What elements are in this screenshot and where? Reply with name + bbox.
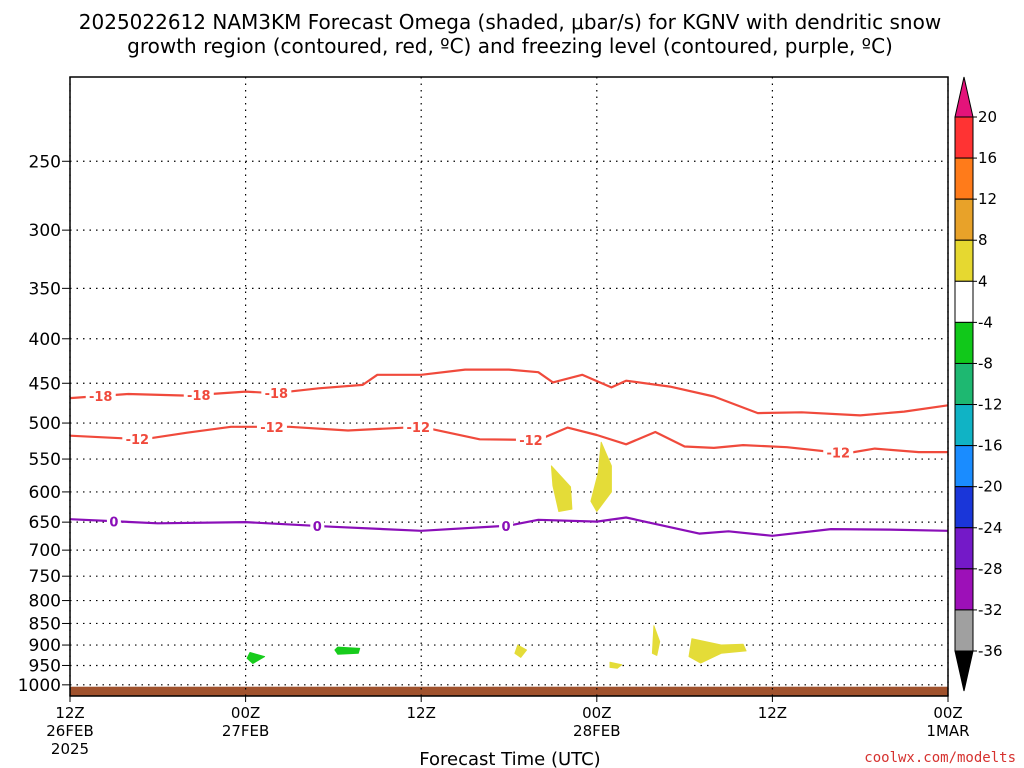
colorbar-tick-label: 12 bbox=[978, 190, 997, 208]
colorbar-tick-label: -24 bbox=[978, 519, 1003, 537]
contour-label: -12 bbox=[407, 421, 431, 436]
omega-shaded-region bbox=[651, 625, 661, 656]
omega-shaded-region bbox=[550, 465, 573, 512]
chart-title-line2: growth region (contoured, red, ºC) and f… bbox=[127, 34, 893, 58]
chart-title-line1: 2025022612 NAM3KM Forecast Omega (shaded… bbox=[79, 10, 941, 34]
colorbar-segment bbox=[954, 280, 974, 323]
y-tick-label: 250 bbox=[29, 152, 61, 172]
contour-label: 0 bbox=[109, 515, 118, 530]
omega-shaded-region bbox=[688, 638, 747, 664]
omega-shaded-region bbox=[609, 661, 623, 669]
contour-label: 0 bbox=[502, 520, 511, 535]
contour-label: -18 bbox=[187, 389, 211, 404]
colorbar-tick-label: -20 bbox=[978, 478, 1003, 496]
colorbar-tick-label: -16 bbox=[978, 437, 1003, 455]
contour-label: -18 bbox=[89, 390, 113, 405]
y-tick-label: 400 bbox=[29, 330, 61, 350]
y-tick-label: 500 bbox=[29, 414, 61, 434]
x-tick-label: 26FEB bbox=[46, 722, 93, 740]
colorbar-segment bbox=[954, 321, 974, 364]
x-axis-title: Forecast Time (UTC) bbox=[419, 749, 600, 768]
contour-label-bg bbox=[515, 431, 546, 448]
contour-label: -12 bbox=[519, 434, 543, 449]
colorbar-tick-label: -4 bbox=[978, 313, 993, 331]
contour-label-bg bbox=[499, 517, 514, 534]
colorbar-tick-label: -36 bbox=[978, 642, 1003, 660]
y-tick-label: 950 bbox=[29, 656, 61, 676]
colorbar-tick-label: -32 bbox=[978, 601, 1003, 619]
colorbar-segment bbox=[954, 404, 974, 447]
x-tick-label: 1MAR bbox=[926, 722, 969, 740]
colorbar-top-triangle bbox=[954, 76, 974, 118]
colorbar-segment bbox=[954, 445, 974, 488]
omega-shaded-region bbox=[246, 652, 266, 664]
y-tick-label: 650 bbox=[29, 513, 61, 533]
contour-label-bg bbox=[85, 387, 116, 404]
colorbar-segment bbox=[954, 362, 974, 406]
contour-label-bg bbox=[106, 513, 121, 530]
contour-label-bg bbox=[310, 517, 325, 534]
colorbar: 20 16 12 8 4 -4 -8 -12 -16 -20 -24 -28 -32 -36 bbox=[954, 76, 1003, 692]
colorbar-segment bbox=[954, 609, 974, 652]
x-tick-label: 00Z bbox=[582, 704, 611, 722]
y-tick-label: 1000 bbox=[18, 676, 61, 696]
y-tick-label: 550 bbox=[29, 450, 61, 470]
freezing-level-contour bbox=[69, 516, 949, 537]
contour-label-bg bbox=[261, 385, 292, 402]
colorbar-tick-label: -28 bbox=[978, 560, 1003, 578]
contour-label-bg bbox=[183, 386, 214, 403]
plot-frame bbox=[69, 76, 949, 697]
colorbar-segment bbox=[954, 157, 974, 200]
contour-label-bg bbox=[823, 444, 854, 461]
contour-label: -18 bbox=[265, 387, 289, 402]
x-tick-label: 28FEB bbox=[573, 722, 620, 740]
x-tick-label: 12Z bbox=[758, 704, 787, 722]
contour-label: -12 bbox=[827, 447, 851, 462]
y-tick-label: 850 bbox=[29, 614, 61, 634]
colorbar-tick-label: 8 bbox=[978, 231, 988, 249]
y-tick-label: 700 bbox=[29, 541, 61, 561]
colorbar-tick-label: 20 bbox=[978, 108, 997, 126]
x-tick-label: 00Z bbox=[933, 704, 962, 722]
x-tick-label: 12Z bbox=[55, 704, 84, 722]
contour-label-bg bbox=[122, 431, 153, 448]
y-tick-label: 900 bbox=[29, 636, 61, 656]
x-tick-label: 27FEB bbox=[222, 722, 269, 740]
contour-label: -12 bbox=[260, 421, 284, 436]
ground-surface bbox=[70, 686, 948, 696]
colorbar-bottom-triangle bbox=[954, 650, 974, 692]
y-tick-label: 750 bbox=[29, 567, 61, 587]
colorbar-tick-label: 16 bbox=[978, 149, 997, 167]
colorbar-segment bbox=[954, 198, 974, 241]
x-tick-label: 00Z bbox=[231, 704, 260, 722]
colorbar-tick-label: -12 bbox=[978, 396, 1003, 414]
y-tick-label: 600 bbox=[29, 483, 61, 503]
omega-shaded-region bbox=[334, 646, 361, 655]
colorbar-tick-label: 4 bbox=[978, 272, 988, 290]
colorbar-segment bbox=[954, 568, 974, 611]
dendritic-growth-contour bbox=[69, 425, 948, 455]
colorbar-tick-label: -8 bbox=[978, 354, 993, 372]
contour-label: -12 bbox=[126, 433, 150, 448]
colorbar-segment bbox=[954, 527, 974, 570]
colorbar-segment bbox=[954, 239, 974, 282]
omega-shaded-region bbox=[514, 644, 528, 658]
contour-label-bg bbox=[256, 418, 287, 435]
omega-shaded-region bbox=[590, 441, 612, 512]
x-tick-label: 12Z bbox=[407, 704, 436, 722]
y-tick-label: 800 bbox=[29, 592, 61, 612]
contour-label-bg bbox=[403, 418, 434, 435]
credit-text: coolwx.com/modelts bbox=[864, 750, 1016, 766]
colorbar-segment bbox=[954, 116, 974, 159]
y-tick-label: 450 bbox=[29, 374, 61, 394]
y-tick-label: 350 bbox=[29, 279, 61, 299]
contour-label: 0 bbox=[313, 520, 322, 535]
colorbar-segment bbox=[954, 486, 974, 529]
plot-area: 2503003504004505005506006507007508008509… bbox=[18, 76, 970, 758]
y-tick-label: 300 bbox=[29, 221, 61, 241]
x-tick-label: 2025 bbox=[51, 740, 89, 758]
